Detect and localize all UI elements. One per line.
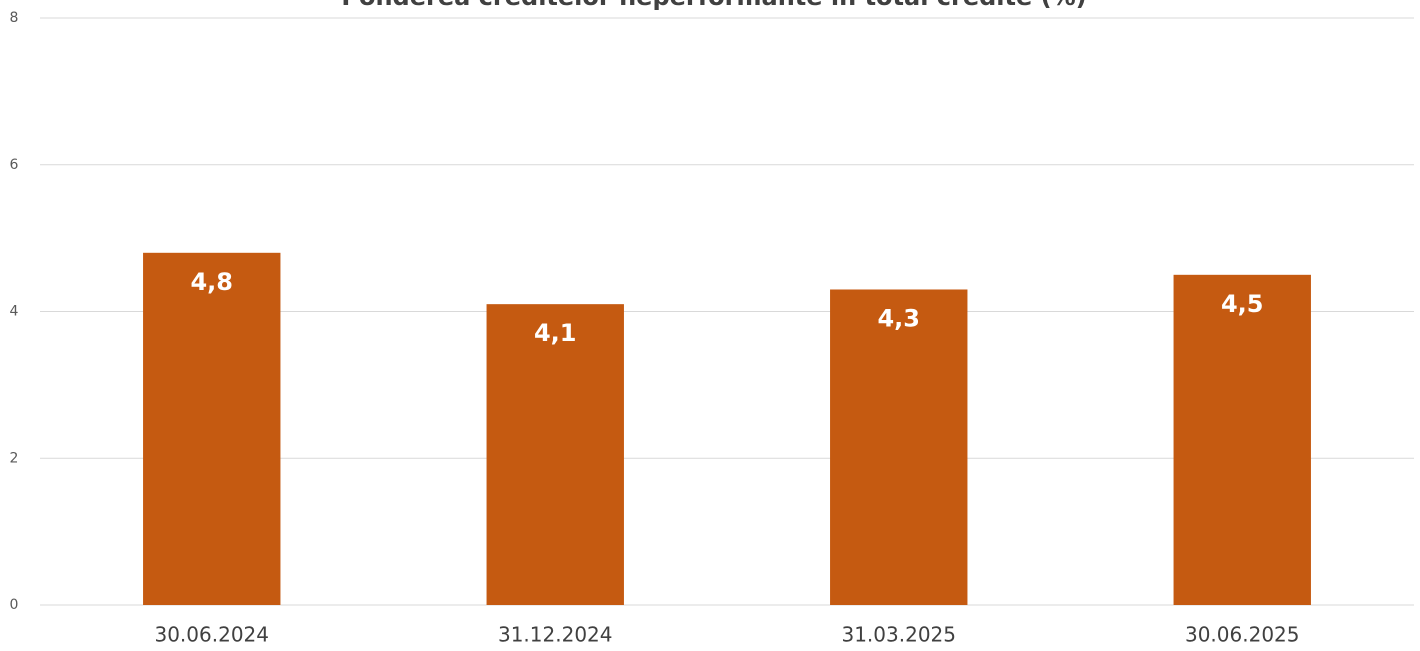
x-tick-label: 31.03.2025 (841, 623, 956, 647)
x-tick-label: 30.06.2025 (1185, 623, 1300, 647)
value-label: 4,5 (1221, 290, 1264, 318)
bar (143, 252, 281, 606)
y-tick-label: 0 (10, 597, 19, 613)
bar (486, 304, 624, 605)
bar (1173, 274, 1311, 605)
y-tick-label: 6 (10, 157, 19, 173)
value-label: 4,3 (877, 304, 920, 332)
x-tick-label: 30.06.2024 (154, 623, 269, 647)
x-tick-label: 31.12.2024 (498, 623, 613, 647)
chart-title: Ponderea creditelor neperformante în tot… (341, 0, 1086, 11)
value-label: 4,8 (190, 268, 233, 296)
value-label: 4,1 (534, 319, 577, 347)
y-tick-label: 8 (10, 10, 19, 26)
y-tick-label: 4 (10, 304, 19, 320)
bar (830, 289, 968, 605)
y-tick-label: 2 (10, 450, 19, 466)
